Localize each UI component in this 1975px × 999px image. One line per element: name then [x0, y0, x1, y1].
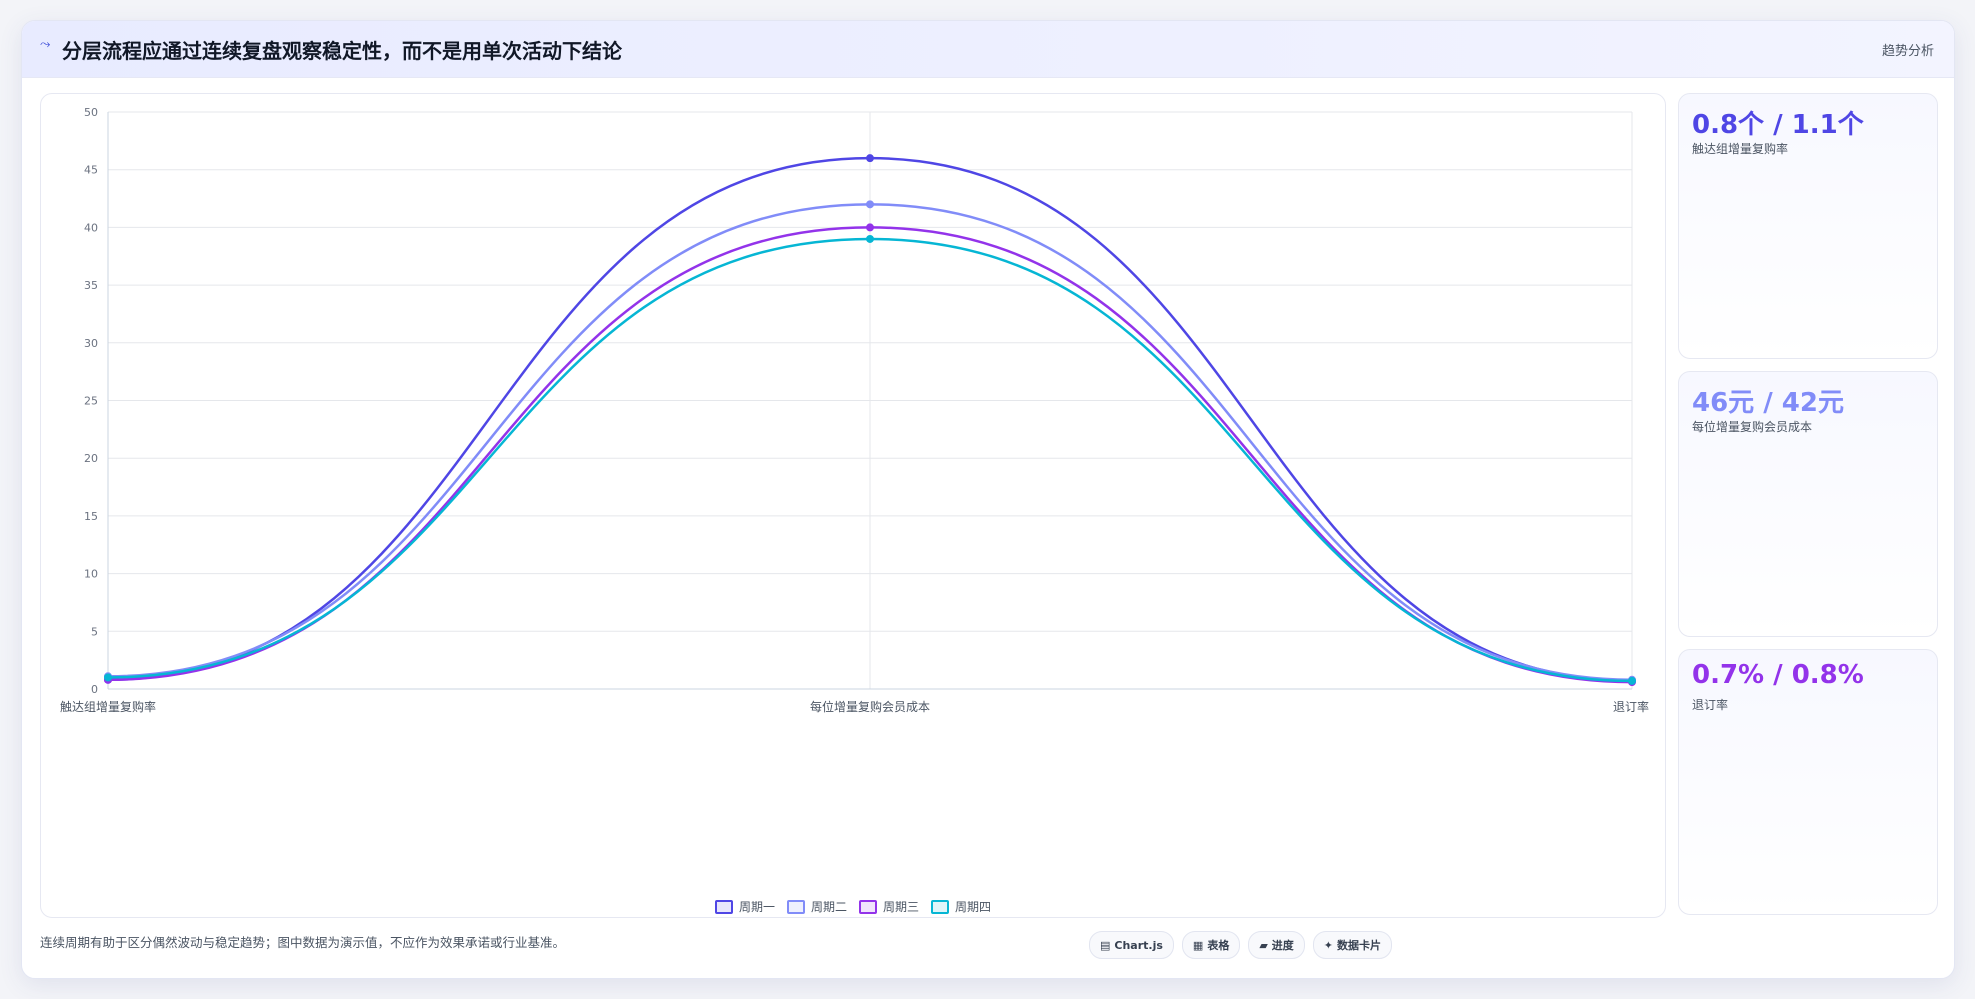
pill-label: 进度: [1271, 939, 1294, 952]
y-tick-label: 15: [84, 510, 98, 523]
view-switcher: ▤ Chart.js ▦ 表格 ▰ 进度 ✦ 数据卡片: [1089, 931, 1393, 959]
table-icon: ▦: [1192, 938, 1204, 952]
y-tick-label: 35: [84, 279, 98, 292]
kpi-card-unsubscribe-rate: 0.7% / 0.8% 退订率: [1678, 649, 1938, 915]
pill-label: 数据卡片: [1337, 939, 1382, 952]
kpi-label: 退订率: [1692, 698, 1729, 712]
y-tick-label: 50: [84, 106, 98, 119]
legend-label: 周期二: [810, 900, 847, 914]
y-tick-label: 5: [91, 625, 98, 638]
y-tick-label: 45: [84, 164, 98, 177]
chart-icon: ▤: [1100, 938, 1111, 952]
legend-item[interactable]: 周期三: [859, 898, 919, 915]
legend-swatch: [931, 899, 950, 914]
pill-label: 表格: [1207, 939, 1230, 952]
chart-line-icon: ⤳: [40, 37, 51, 52]
y-tick-label: 0: [91, 683, 98, 696]
legend-item[interactable]: 周期四: [931, 898, 991, 915]
kpi-value: 46元 / 42元: [1692, 388, 1844, 418]
data-point: [104, 673, 112, 682]
legend-item[interactable]: 周期一: [714, 898, 775, 915]
legend-label: 周期四: [955, 900, 992, 914]
chartjs-button[interactable]: ▤ Chart.js: [1089, 931, 1174, 959]
sparkle-icon: ✦: [1323, 938, 1334, 952]
table-button[interactable]: ▦ 表格: [1181, 931, 1241, 959]
trend-analysis-link[interactable]: 趋势分析: [1881, 44, 1934, 59]
kpi-label: 触达组增量复购率: [1692, 142, 1789, 156]
legend-swatch: [786, 899, 805, 914]
kpi-value: 0.7% / 0.8%: [1692, 660, 1864, 690]
data-point: [866, 154, 874, 163]
data-point: [866, 223, 874, 232]
page-title: 分层流程应通过连续复盘观察稳定性，而不是用单次活动下结论: [62, 39, 622, 63]
data-point: [866, 200, 874, 209]
card-header: ⤳ 分层流程应通过连续复盘观察稳定性，而不是用单次活动下结论 趋势分析: [22, 21, 1954, 78]
progress-button[interactable]: ▰ 进度: [1248, 931, 1305, 959]
legend-swatch: [859, 899, 877, 914]
kpi-value: 0.8个 / 1.1个: [1692, 110, 1864, 140]
progress-icon: ▰: [1259, 938, 1268, 952]
x-tick-label: 退订率: [1613, 699, 1649, 714]
kpi-card-member-cost: 46元 / 42元 每位增量复购会员成本: [1678, 371, 1938, 637]
legend-swatch: [714, 899, 733, 914]
y-tick-label: 30: [84, 337, 98, 350]
y-tick-label: 20: [84, 452, 98, 465]
y-tick-label: 40: [84, 221, 98, 234]
x-tick-label: 触达组增量复购率: [60, 699, 156, 714]
legend-item[interactable]: 周期二: [786, 898, 847, 915]
legend-label: 周期一: [738, 900, 775, 914]
pill-label: Chart.js: [1114, 938, 1163, 952]
chart-legend: 周期一 周期二 周期三 周期四: [41, 898, 1665, 915]
kpi-card-repurchase-rate: 0.8个 / 1.1个 触达组增量复购率: [1678, 93, 1938, 359]
data-point: [1628, 676, 1636, 685]
line-chart: 0 5 10 15 20 25 30 35 40 45 50 触达组增量复购率 每位增量复购会员成本 退订…: [60, 106, 1649, 714]
legend-label: 周期三: [883, 900, 920, 914]
kpi-label: 每位增量复购会员成本: [1692, 420, 1813, 434]
x-tick-label: 每位增量复购会员成本: [810, 699, 930, 714]
y-tick-label: 10: [84, 568, 98, 581]
chart-panel: 0 5 10 15 20 25 30 35 40 45 50 触达组增量复购率 每位增量复购会员成本 退订…: [40, 93, 1666, 918]
data-point: [866, 234, 874, 243]
footnote: 连续周期有助于区分偶然波动与稳定趋势；图中数据为演示值，不应作为效果承诺或行业基…: [40, 935, 566, 950]
dashboard-card: ⤳ 分层流程应通过连续复盘观察稳定性，而不是用单次活动下结论 趋势分析 0 5 10…: [21, 20, 1955, 979]
y-tick-label: 25: [84, 395, 98, 408]
data-cards-button[interactable]: ✦ 数据卡片: [1312, 931, 1393, 959]
